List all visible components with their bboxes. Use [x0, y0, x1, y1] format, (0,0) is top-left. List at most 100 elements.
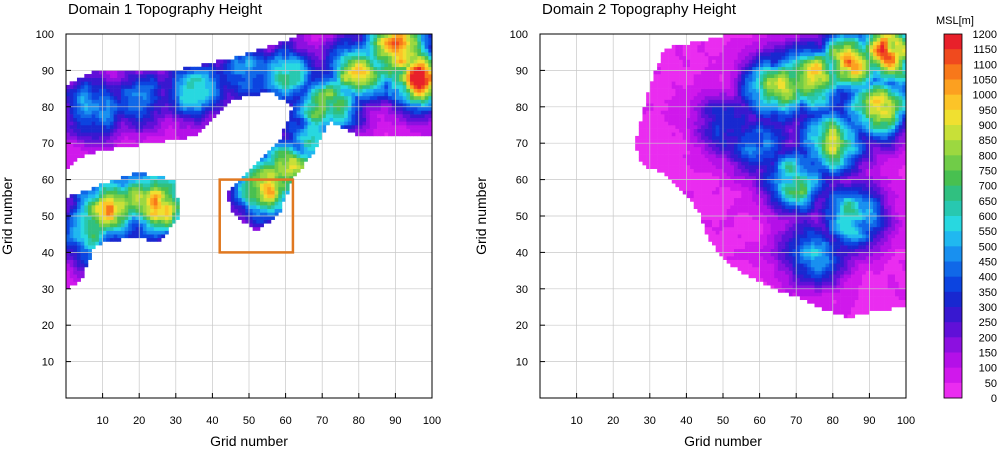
terrain-cell — [759, 226, 764, 231]
terrain-cell — [752, 95, 757, 100]
terrain-cell — [270, 150, 275, 155]
terrain-cell — [128, 117, 133, 122]
terrain-cell — [113, 197, 118, 202]
terrain-cell — [278, 186, 283, 191]
terrain-cell — [752, 99, 757, 104]
terrain-cell — [355, 110, 360, 115]
terrain-cell — [759, 74, 764, 78]
terrain-cell — [358, 41, 363, 46]
terrain-cell — [682, 143, 687, 148]
terrain-cell — [292, 146, 297, 151]
terrain-cell — [755, 146, 760, 151]
terrain-cell — [168, 128, 173, 133]
terrain-cell — [84, 216, 89, 220]
terrain-cell — [190, 114, 195, 119]
terrain-cell — [84, 74, 89, 78]
terrain-cell — [274, 63, 279, 68]
terrain-cell — [770, 34, 775, 38]
terrain-cell — [190, 128, 195, 133]
terrain-cell — [770, 132, 775, 137]
terrain-cell — [690, 194, 695, 199]
y-tick-label: 30 — [42, 284, 54, 296]
terrain-cell — [693, 190, 698, 195]
terrain-cell — [763, 201, 768, 206]
terrain-cell — [712, 197, 716, 202]
terrain-cell — [241, 219, 246, 224]
terrain-cell — [245, 201, 250, 206]
terrain-cell — [712, 183, 716, 188]
terrain-cell — [230, 190, 235, 195]
terrain-cell — [153, 216, 158, 220]
terrain-cell — [270, 205, 275, 210]
terrain-cell — [748, 168, 753, 173]
terrain-cell — [693, 84, 698, 89]
terrain-cell — [128, 223, 133, 228]
terrain-cell — [289, 59, 294, 64]
terrain-cell — [333, 84, 338, 89]
terrain-cell — [770, 241, 775, 246]
terrain-cell — [69, 99, 74, 104]
terrain-cell — [128, 70, 133, 75]
terrain-cell — [679, 183, 684, 188]
terrain-cell — [362, 41, 367, 46]
terrain-cell — [150, 117, 155, 122]
terrain-cell — [748, 34, 753, 38]
terrain-cell — [421, 34, 425, 38]
terrain-cell — [336, 41, 341, 46]
terrain-cell — [69, 256, 74, 260]
terrain-cell — [263, 52, 268, 57]
terrain-cell — [139, 135, 144, 140]
terrain-cell — [704, 55, 709, 60]
terrain-cell — [704, 59, 709, 64]
terrain-cell — [358, 132, 363, 137]
terrain-cell — [164, 84, 169, 89]
terrain-cell — [697, 208, 702, 213]
terrain-cell — [380, 128, 385, 133]
terrain-cell — [388, 92, 393, 97]
terrain-cell — [424, 117, 429, 122]
terrain-cell — [95, 114, 100, 119]
terrain-cell — [216, 77, 221, 82]
terrain-cell — [766, 194, 771, 199]
terrain-cell — [682, 66, 687, 71]
terrain-cell — [135, 205, 140, 210]
terrain-cell — [109, 208, 114, 213]
terrain-cell — [249, 52, 253, 57]
terrain-cell — [80, 270, 85, 275]
terrain-cell — [164, 212, 169, 217]
terrain-cell — [150, 70, 155, 75]
terrain-cell — [369, 59, 374, 64]
terrain-cell — [186, 110, 191, 115]
terrain-cell — [726, 44, 731, 49]
terrain-cell — [675, 110, 680, 115]
terrain-cell — [690, 103, 695, 108]
terrain-cell — [384, 52, 389, 57]
terrain-cell — [157, 125, 162, 129]
terrain-cell — [682, 150, 687, 155]
terrain-cell — [66, 230, 70, 235]
terrain-cell — [770, 84, 775, 89]
terrain-cell — [311, 70, 316, 75]
terrain-cell — [737, 48, 742, 53]
terrain-cell — [69, 135, 74, 140]
terrain-cell — [682, 103, 687, 108]
terrain-cell — [733, 197, 738, 202]
terrain-cell — [150, 212, 155, 217]
terrain-cell — [139, 201, 144, 206]
terrain-cell — [766, 81, 771, 86]
terrain-cell — [69, 277, 74, 282]
terrain-cell — [150, 183, 155, 188]
terrain-cell — [142, 114, 147, 119]
terrain-cell — [741, 125, 746, 129]
terrain-cell — [296, 150, 301, 155]
terrain-cell — [697, 81, 702, 86]
terrain-cell — [759, 150, 764, 155]
terrain-cell — [410, 92, 414, 97]
terrain-cell — [369, 125, 374, 129]
terrain-cell — [212, 74, 217, 78]
terrain-cell — [296, 92, 301, 97]
terrain-cell — [351, 70, 356, 75]
terrain-cell — [311, 143, 316, 148]
terrain-cell — [274, 59, 279, 64]
terrain-cell — [285, 128, 290, 133]
